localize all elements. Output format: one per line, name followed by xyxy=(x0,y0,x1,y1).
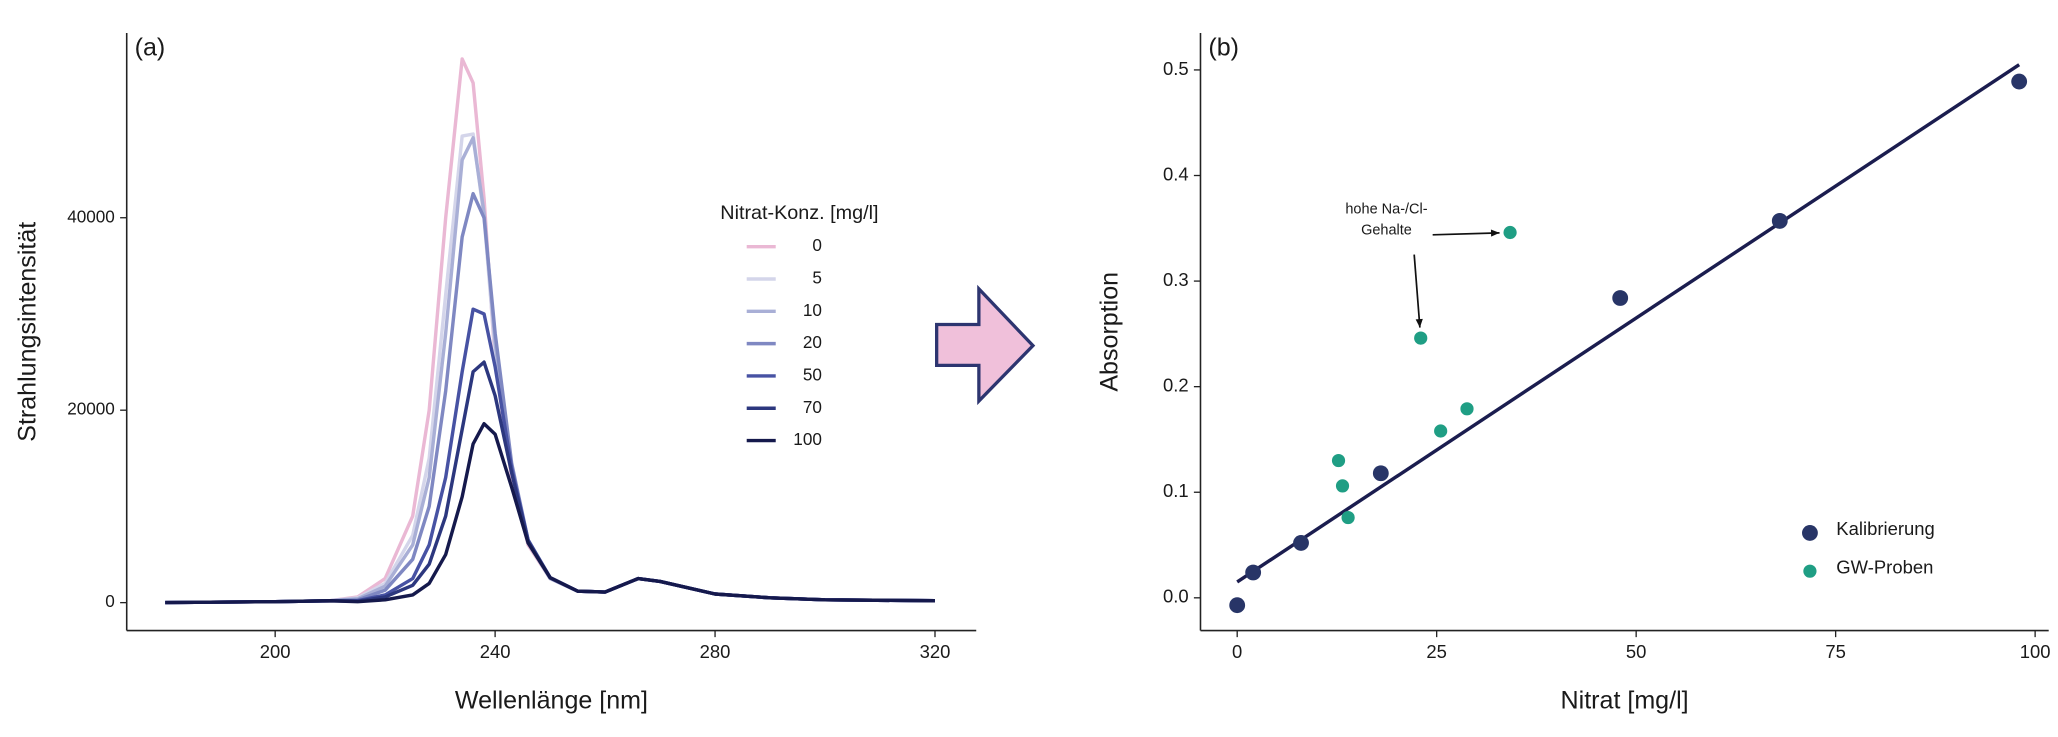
arrow-head xyxy=(1490,229,1500,237)
spectrum-line xyxy=(165,421,935,605)
spectrum-line xyxy=(165,307,935,605)
legend-key xyxy=(1803,564,1817,578)
panel-label: (b) xyxy=(1208,33,1239,61)
legend-title: Nitrat-Konz. [mg/l] xyxy=(720,202,878,224)
data-point xyxy=(1245,564,1262,581)
data-point xyxy=(1229,597,1246,614)
legend-label: 70 xyxy=(803,397,822,417)
y-tick-label: 0.3 xyxy=(1163,269,1189,290)
annotation: hohe Na-/Cl- xyxy=(1345,202,1427,218)
y-tick-label: 0.5 xyxy=(1163,58,1189,79)
data-point xyxy=(1460,402,1474,416)
data-point xyxy=(1293,535,1309,551)
y-tick-label: 20000 xyxy=(67,399,115,419)
data-point xyxy=(1372,465,1389,482)
data-point xyxy=(1331,453,1346,468)
legend-label: Kalibrierung xyxy=(1836,518,1934,539)
arrow-shape xyxy=(935,284,1036,406)
y-tick-label: 0.1 xyxy=(1163,480,1189,501)
x-tick-label: 200 xyxy=(260,641,291,662)
fit-line xyxy=(1236,63,2021,584)
x-axis-title: Wellenlänge [nm] xyxy=(455,686,648,714)
x-tick-label: 75 xyxy=(1825,641,1846,662)
x-tick-label: 25 xyxy=(1426,641,1447,662)
legend-label: 5 xyxy=(812,268,822,288)
data-point xyxy=(1503,225,1517,240)
y-tick-label: 0 xyxy=(105,591,115,611)
x-tick-label: 320 xyxy=(920,641,951,662)
y-axis-title: Absorption xyxy=(1095,272,1123,392)
spectrum-line xyxy=(165,57,935,605)
y-tick-label: 0.4 xyxy=(1163,163,1189,184)
legend-label: 100 xyxy=(793,429,822,449)
x-tick-label: 280 xyxy=(700,641,731,662)
legend-label: 0 xyxy=(812,235,822,255)
x-tick-label: 0 xyxy=(1232,641,1242,662)
annotation: Gehalte xyxy=(1361,223,1412,239)
y-axis-title: Strahlungsintensität xyxy=(14,222,42,442)
panel-label: (a) xyxy=(135,33,166,61)
y-tick-label: 0.2 xyxy=(1163,375,1189,396)
data-point xyxy=(1612,290,1629,306)
data-point xyxy=(2011,73,2028,90)
annotation-arrow xyxy=(1432,231,1500,236)
data-point xyxy=(1434,424,1448,438)
legend-key xyxy=(1802,525,1818,541)
x-tick-label: 240 xyxy=(480,641,511,662)
x-axis-title: Nitrat [mg/l] xyxy=(1561,686,1689,714)
legend-label: 20 xyxy=(803,332,822,352)
legend-label: 10 xyxy=(803,300,822,320)
y-tick-label: 40000 xyxy=(67,206,115,226)
data-point xyxy=(1335,479,1350,493)
data-point xyxy=(1771,212,1788,229)
legend-label: GW-Proben xyxy=(1836,556,1933,577)
data-point xyxy=(1341,510,1355,525)
x-tick-label: 50 xyxy=(1626,641,1647,662)
data-point xyxy=(1414,331,1428,345)
y-tick-label: 0.0 xyxy=(1163,586,1189,607)
arrow-head xyxy=(1415,318,1423,328)
legend-label: 50 xyxy=(803,364,822,384)
annotation-arrow xyxy=(1413,254,1421,328)
x-tick-label: 100 xyxy=(2020,641,2051,662)
